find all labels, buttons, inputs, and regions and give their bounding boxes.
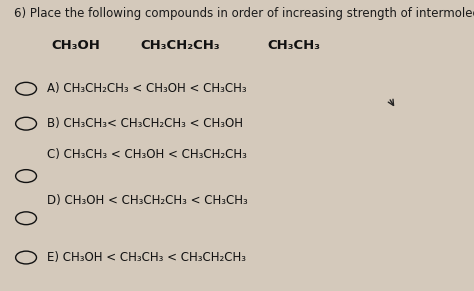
Text: 6) Place the following compounds in order of increasing strength of intermolecul: 6) Place the following compounds in orde… <box>14 7 474 20</box>
Text: CH₃CH₃: CH₃CH₃ <box>267 39 320 52</box>
Text: D) CH₃OH < CH₃CH₂CH₃ < CH₃CH₃: D) CH₃OH < CH₃CH₂CH₃ < CH₃CH₃ <box>47 194 248 207</box>
Text: B) CH₃CH₃< CH₃CH₂CH₃ < CH₃OH: B) CH₃CH₃< CH₃CH₂CH₃ < CH₃OH <box>47 117 244 130</box>
Text: CH₃CH₂CH₃: CH₃CH₂CH₃ <box>140 39 220 52</box>
Text: E) CH₃OH < CH₃CH₃ < CH₃CH₂CH₃: E) CH₃OH < CH₃CH₃ < CH₃CH₂CH₃ <box>47 251 246 264</box>
Text: CH₃OH: CH₃OH <box>51 39 100 52</box>
Text: A) CH₃CH₂CH₃ < CH₃OH < CH₃CH₃: A) CH₃CH₂CH₃ < CH₃OH < CH₃CH₃ <box>47 82 247 95</box>
Text: C) CH₃CH₃ < CH₃OH < CH₃CH₂CH₃: C) CH₃CH₃ < CH₃OH < CH₃CH₂CH₃ <box>47 148 247 161</box>
